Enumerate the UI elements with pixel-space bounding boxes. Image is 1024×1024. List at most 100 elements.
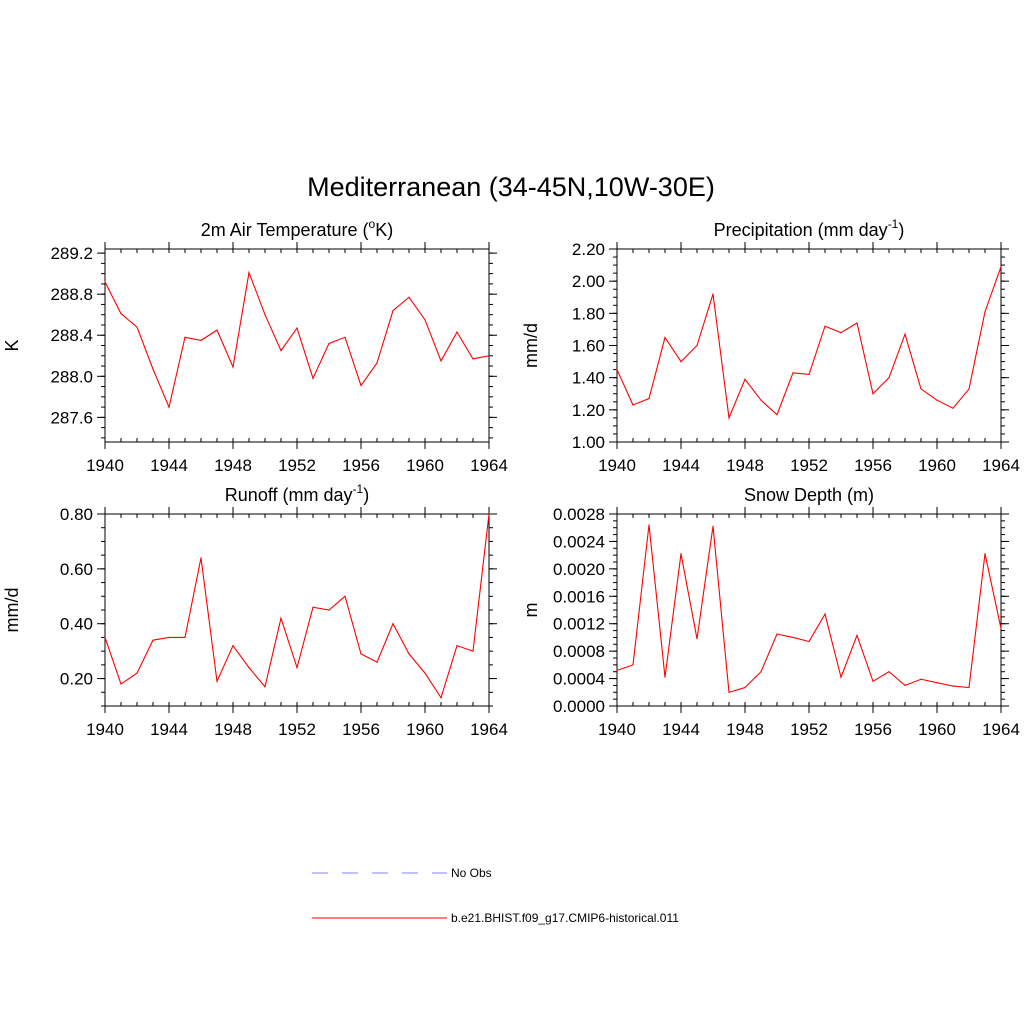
plot-frame [616,513,1002,707]
data-point [216,680,218,682]
data-point [632,404,634,406]
data-point [200,557,202,559]
y-tick-label: 2.00 [572,272,605,291]
y-axis-label-temperature: K [2,339,22,351]
data-point [616,369,618,371]
data-point [200,339,202,341]
data-point [728,691,730,693]
data-point [408,296,410,298]
data-point [760,671,762,673]
x-tick-label: 1960 [406,456,444,475]
data-point [712,525,714,527]
panel-title-snow-depth: Snow Depth (m) [744,485,874,505]
data-point [856,322,858,324]
panel-title-text: Runoff (mm day [225,485,353,505]
series-line-temperature [104,270,490,409]
data-point [312,606,314,608]
data-point [392,309,394,312]
x-tick-label: 1964 [982,720,1020,739]
y-tick-label: 288.8 [50,285,93,304]
data-point [712,293,714,295]
x-tick-label: 1952 [278,456,316,475]
x-tick-label: 1960 [918,456,956,475]
data-point [440,360,442,362]
data-point [824,325,826,327]
panel-title-temperature: 2m Air Temperature (oK) [201,217,393,240]
y-tick-label: 0.0012 [553,615,605,634]
y-tick-label: 0.0000 [553,697,605,716]
y-tick-label: 0.80 [60,505,93,524]
panel-title-runoff: Runoff (mm day-1) [225,482,369,505]
data-point [408,653,410,655]
panel-snow-depth: 1940 1944 1948 1952 1956 1960 1964 0.0000 0.0004… [521,485,1020,739]
data-point [776,414,778,416]
data-point [280,617,282,619]
data-point [856,634,858,636]
plot-frame [104,248,490,443]
data-point [232,366,234,368]
y-tick-label: 287.6 [50,408,93,427]
panel-runoff: 1940 1944 1948 1952 1956 1960 1964 0.20 0.40 0.60… [2,482,508,739]
data-point [168,636,170,639]
y-axis-label-precipitation: mm/d [521,323,541,368]
data-point [472,358,474,360]
data-point [360,384,362,387]
x-tick-label: 1964 [982,456,1020,475]
series-line-precipitation [616,266,1002,420]
figure-title: Mediterranean (34-45N,10W-30E) [307,172,715,202]
data-point [488,513,490,515]
data-point [1000,627,1002,630]
y-axis-label-runoff: mm/d [2,588,22,633]
data-point [664,676,666,678]
data-point [776,633,778,635]
data-point [184,336,186,338]
x-tick-label: 1956 [854,720,892,739]
data-point [904,684,906,687]
x-tick-label: 1956 [854,456,892,475]
data-point [808,373,810,376]
data-point [488,355,490,357]
panel-title-superscript: -1 [888,217,899,231]
data-point [696,638,698,640]
data-point [152,639,154,641]
y-tick-label: 288.4 [50,326,93,345]
y-tick-label: 289.2 [50,244,93,263]
data-point [232,645,234,647]
data-point [760,399,762,401]
data-point [264,314,266,316]
data-point [168,406,170,408]
y-tick-label: 0.60 [60,560,93,579]
x-tick-label: 1940 [86,720,124,739]
data-point [104,636,106,639]
data-point [872,393,874,395]
y-tick-label: 0.0020 [553,560,605,579]
data-point [376,661,378,663]
series-line-snow-depth [616,524,1002,694]
x-tick-label: 1944 [150,456,188,475]
data-point [968,388,970,390]
data-point [632,664,634,666]
x-tick-label: 1956 [342,456,380,475]
data-point [648,524,650,526]
data-point [120,683,122,685]
data-point [456,331,458,333]
data-point [888,377,890,379]
data-point [104,281,106,283]
data-point [904,333,906,335]
data-point [152,368,154,370]
data-point [216,329,218,331]
x-tick-label: 1956 [342,720,380,739]
panel-title-superscript: o [369,217,376,231]
data-point [344,336,346,338]
x-tick-label: 1940 [598,456,636,475]
data-point [664,336,666,339]
data-point [360,653,362,655]
panel-title-suffix: K) [375,220,393,240]
data-point [968,686,970,689]
data-point [1000,266,1002,268]
data-point [808,640,810,643]
y-tick-label: 1.60 [572,337,605,356]
y-tick-label: 0.0028 [553,505,605,524]
y-tick-label: 0.0024 [553,532,605,551]
y-tick-label: 1.20 [572,401,605,420]
